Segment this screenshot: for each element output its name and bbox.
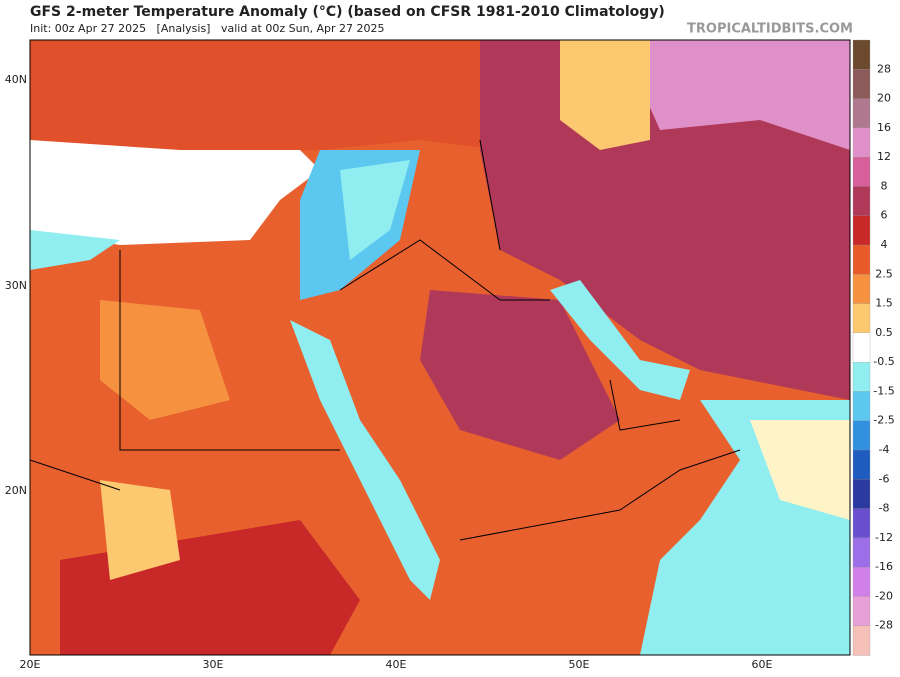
colorbar-bin — [852, 479, 871, 510]
colorbar-bin — [852, 420, 871, 451]
colorbar-bin — [852, 69, 871, 100]
colorbar-label: -6 — [879, 472, 890, 485]
lon-label: 40E — [386, 658, 407, 671]
lon-label: 50E — [569, 658, 590, 671]
colorbar-bin — [852, 449, 871, 480]
lon-label: 20E — [20, 658, 41, 671]
colorbar-label: -12 — [875, 531, 893, 544]
colorbar-label: -0.5 — [873, 355, 894, 368]
colorbar-bin — [852, 332, 871, 363]
colorbar-bin — [852, 186, 871, 217]
colorbar-bin — [852, 566, 871, 598]
colorbar-label: 4 — [881, 238, 888, 251]
colorbar-bin — [852, 39, 871, 70]
colorbar-label: 6 — [881, 209, 888, 222]
colorbar-bin — [852, 274, 871, 305]
colorbar-label: 1.5 — [875, 297, 893, 310]
subtitle: Init: 00z Apr 27 2025 [Analysis] valid a… — [30, 22, 385, 35]
colorbar-bin — [852, 596, 871, 627]
colorbar-label: -20 — [875, 589, 893, 602]
colorbar-label: 16 — [877, 121, 891, 134]
map-field — [30, 40, 850, 655]
colorbar-label: 8 — [881, 179, 888, 192]
colorbar-label: -8 — [879, 502, 890, 515]
lat-label: 30N — [5, 279, 27, 292]
colorbar-label: -16 — [875, 560, 893, 573]
colorbar-label: 28 — [877, 62, 891, 75]
colorbar-label: 12 — [877, 150, 891, 163]
colorbar-label: 2.5 — [875, 267, 893, 280]
watermark: TROPICALTIDBITS.COM — [687, 22, 853, 37]
borders — [29, 139, 741, 541]
colorbar-bin — [852, 244, 871, 275]
map-frame — [29, 39, 851, 656]
title: GFS 2-meter Temperature Anomaly (°C) (ba… — [30, 4, 665, 20]
colorbar-label: 20 — [877, 92, 891, 105]
colorbar-label: -28 — [875, 619, 893, 632]
lon-label: 30E — [203, 658, 224, 671]
colorbar-label: -4 — [879, 443, 890, 456]
colorbar-bin — [852, 303, 871, 334]
colorbar-bin — [852, 361, 871, 393]
colorbar-bin — [852, 215, 871, 246]
colorbar-bin — [852, 508, 871, 539]
lon-label: 60E — [752, 658, 773, 671]
colorbar-label: 0.5 — [875, 326, 893, 339]
colorbar-bin — [852, 625, 871, 656]
lat-label: 40N — [5, 73, 27, 86]
colorbar-label: -1.5 — [873, 384, 894, 397]
colorbar-label: -2.5 — [873, 414, 894, 427]
colorbar-bin — [852, 127, 871, 158]
colorbar-bin — [852, 156, 871, 188]
colorbar-bin — [852, 391, 871, 422]
lat-label: 20N — [5, 484, 27, 497]
colorbar-bin — [852, 98, 871, 129]
colorbar-bin — [852, 537, 871, 568]
